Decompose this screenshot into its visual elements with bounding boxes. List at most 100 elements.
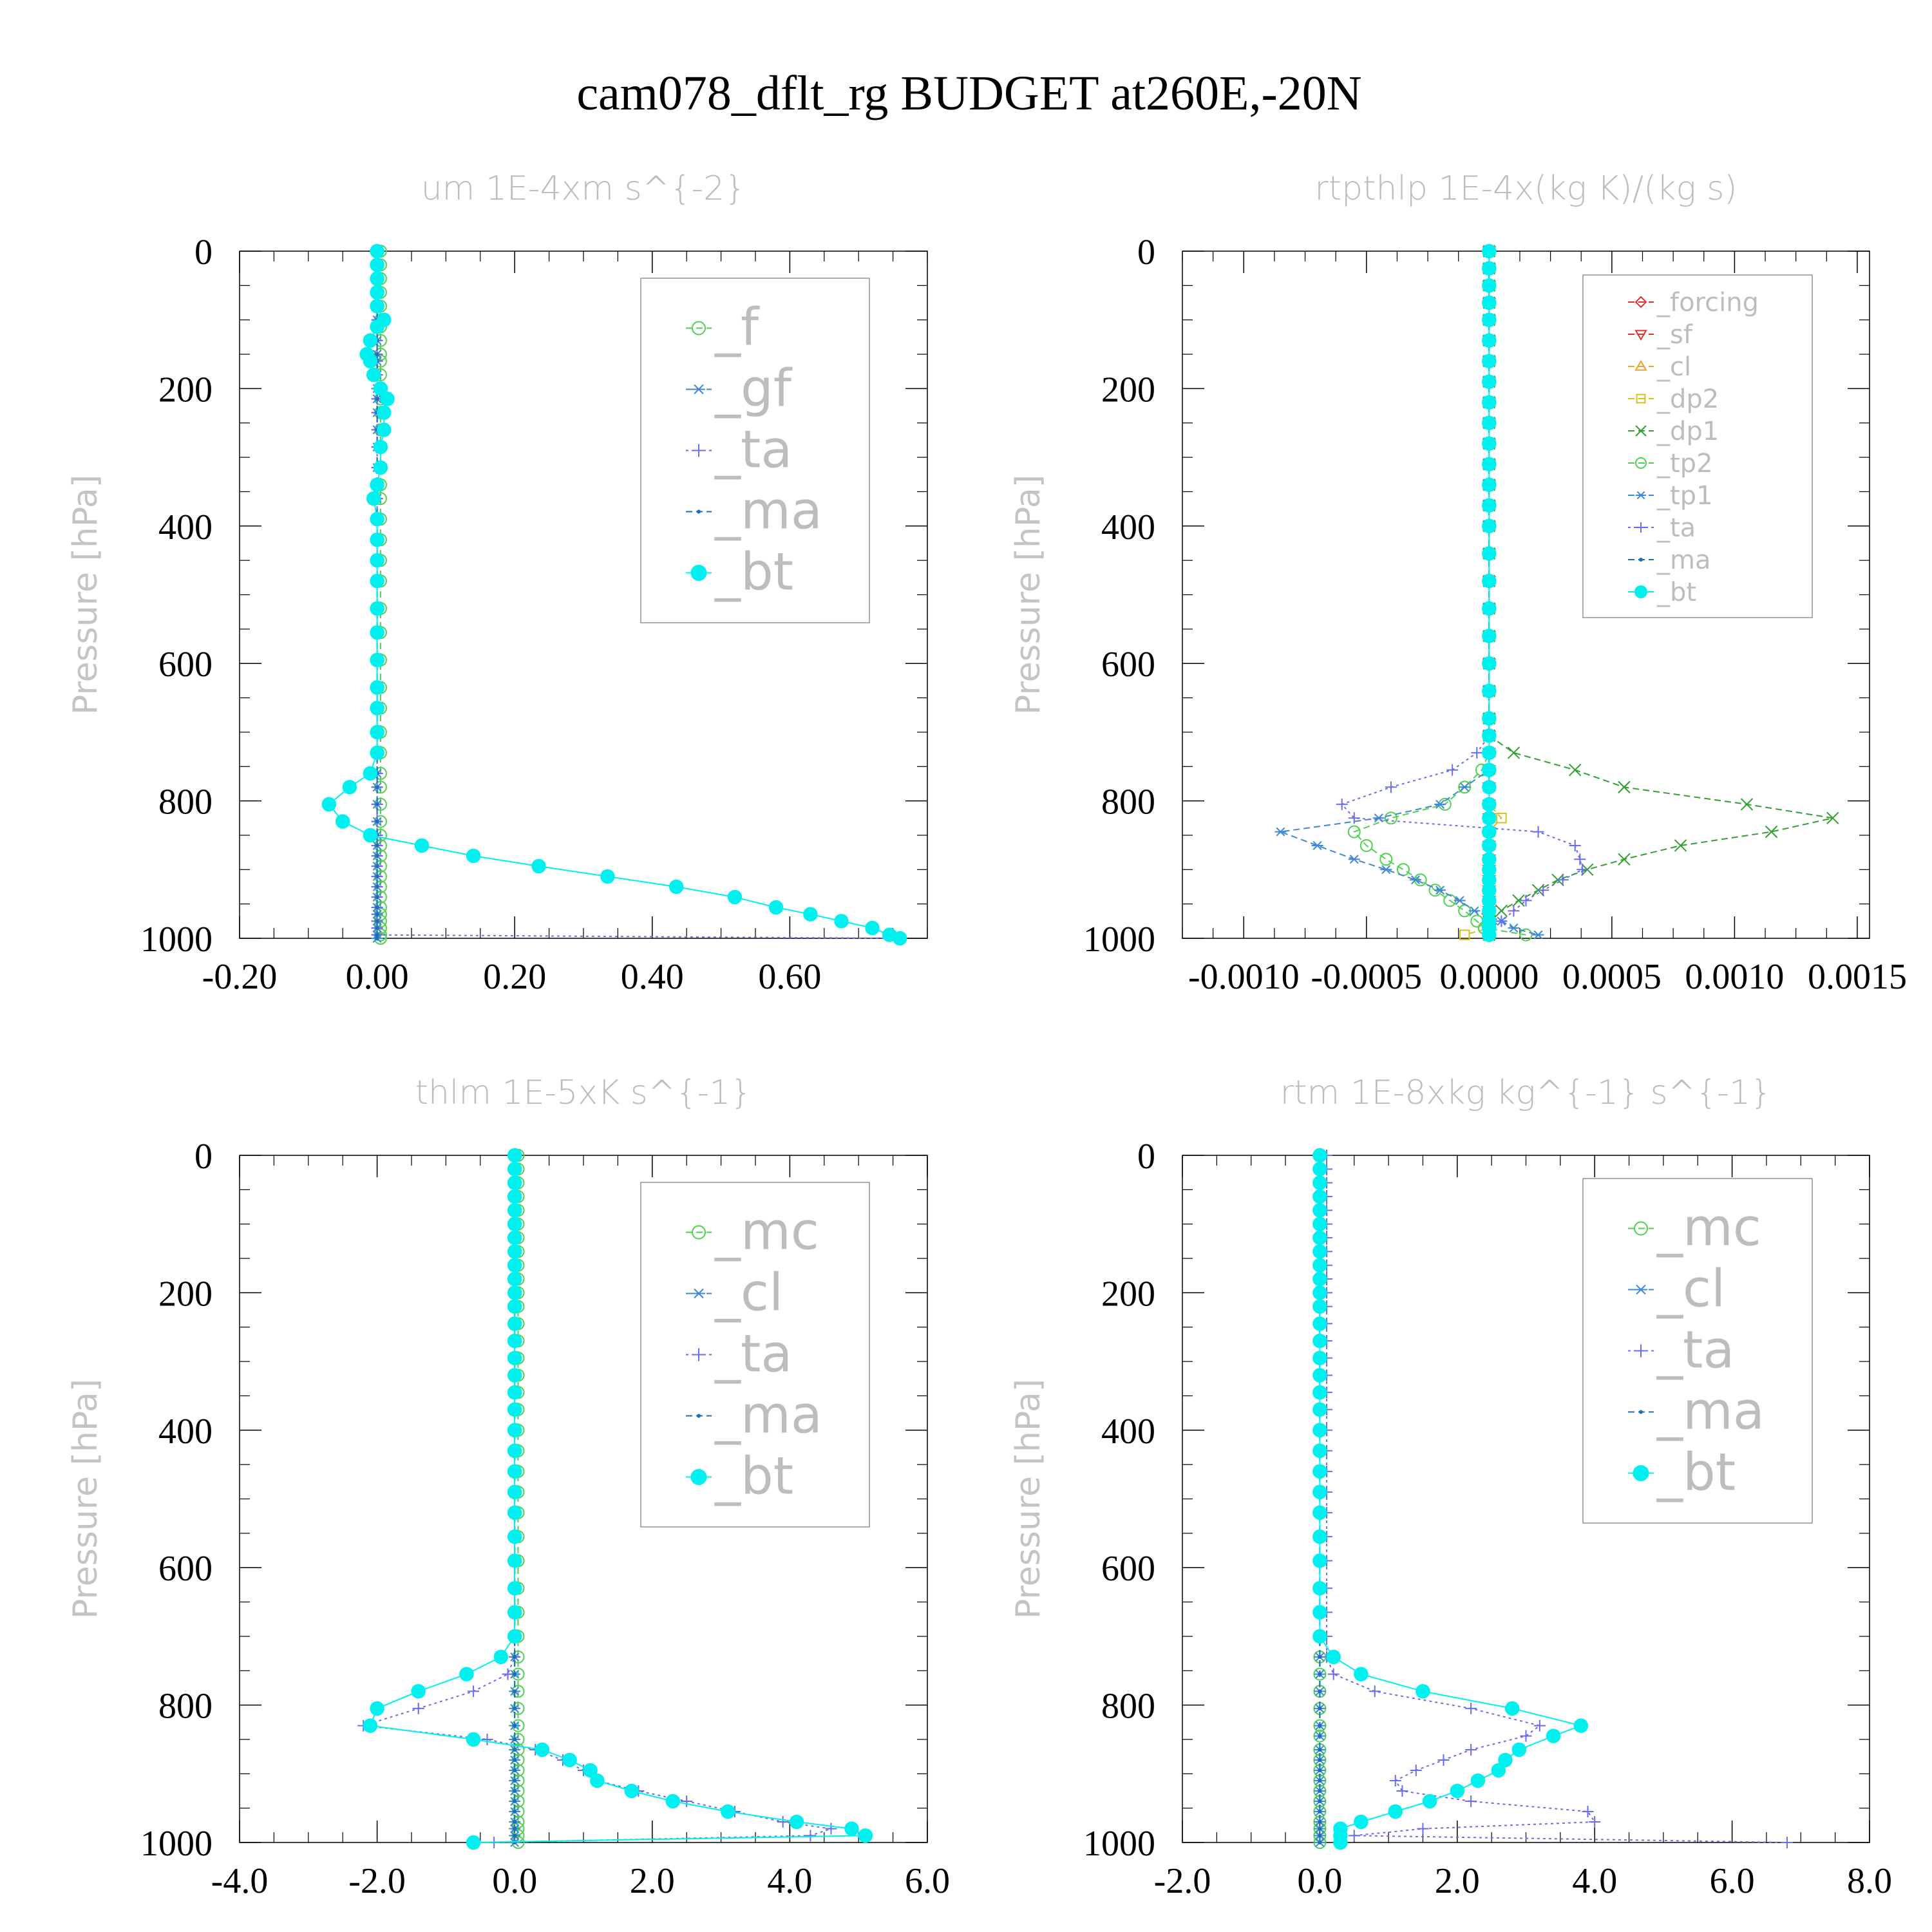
data-point xyxy=(1482,883,1497,898)
data-point xyxy=(1740,798,1754,811)
data-point xyxy=(893,931,907,946)
data-point xyxy=(1274,827,1287,837)
data-point xyxy=(412,1702,424,1714)
y-tick-label: 0 xyxy=(1137,1137,1155,1177)
data-point xyxy=(370,271,384,286)
y-tick-label: 1000 xyxy=(1083,920,1155,960)
legend-swatch-marker xyxy=(697,509,701,514)
data-point xyxy=(1336,798,1348,810)
data-point xyxy=(1312,1402,1327,1417)
data-point xyxy=(507,1484,522,1500)
data-point xyxy=(1482,745,1497,761)
data-point xyxy=(1482,862,1497,877)
data-point xyxy=(834,914,849,929)
data-point xyxy=(507,1505,522,1520)
data-point xyxy=(411,1684,426,1699)
data-point xyxy=(1459,782,1471,792)
y-axis-label: Pressure [hPa] xyxy=(1009,475,1048,715)
data-point xyxy=(1318,1788,1322,1793)
data-point xyxy=(1482,457,1497,472)
data-point xyxy=(375,895,379,899)
data-point xyxy=(1482,518,1497,534)
data-point xyxy=(513,1809,517,1814)
data-point xyxy=(1318,1723,1322,1728)
data-point xyxy=(1318,1768,1322,1772)
y-tick-label: 200 xyxy=(158,370,213,410)
data-point xyxy=(375,933,379,937)
legend-box xyxy=(1582,1178,1813,1524)
data-point xyxy=(507,1605,522,1620)
data-point xyxy=(1482,873,1497,887)
data-point xyxy=(1557,874,1569,886)
data-point xyxy=(1410,1764,1422,1776)
data-point xyxy=(858,1828,873,1843)
data-point xyxy=(1512,894,1525,907)
data-point xyxy=(1359,838,1373,852)
y-tick-label: 200 xyxy=(1101,1274,1155,1314)
data-point xyxy=(466,1835,481,1850)
data-point xyxy=(1454,896,1466,905)
legend-swatch-marker xyxy=(1634,1284,1647,1295)
legend-swatch-marker xyxy=(692,1288,705,1299)
data-point xyxy=(1348,855,1360,864)
data-point xyxy=(507,1244,522,1259)
data-point xyxy=(1312,1189,1327,1204)
data-point xyxy=(363,354,378,368)
x-tick-label: -0.20 xyxy=(202,957,278,997)
y-tick-label: 800 xyxy=(1101,1687,1155,1727)
data-point xyxy=(370,680,384,695)
data-point xyxy=(1482,261,1497,276)
data-point xyxy=(1569,839,1581,851)
data-point xyxy=(1508,905,1520,917)
legend-swatch-marker xyxy=(692,321,706,336)
legend-label: _ta xyxy=(1656,1320,1734,1380)
legend-box xyxy=(640,278,870,623)
data-point xyxy=(513,1757,517,1762)
legend-swatch-marker xyxy=(690,565,707,581)
legend-swatch-marker xyxy=(1634,585,1647,598)
x-tick-label: -2.0 xyxy=(1154,1861,1211,1901)
series-group xyxy=(1312,1148,1793,1850)
data-point xyxy=(370,243,384,259)
legend-label: _bt xyxy=(714,1446,793,1506)
data-point xyxy=(1318,1672,1322,1676)
data-point xyxy=(370,553,384,568)
data-point xyxy=(1416,1684,1430,1699)
data-point xyxy=(507,1189,522,1204)
data-point xyxy=(1312,1484,1327,1500)
data-point xyxy=(1482,811,1497,826)
data-point xyxy=(1318,1826,1322,1831)
legend-swatch-marker xyxy=(1634,1221,1648,1236)
panel-title: thlm 1E-5xK s^{-1} xyxy=(415,1074,752,1112)
data-point xyxy=(1312,1148,1327,1163)
data-point xyxy=(370,652,384,668)
data-point xyxy=(1327,1668,1340,1680)
data-point xyxy=(507,1162,522,1177)
data-point xyxy=(370,532,384,547)
y-tick-label: 600 xyxy=(158,645,213,685)
data-point xyxy=(370,319,384,334)
legend-label: _dp2 xyxy=(1656,384,1719,414)
data-point xyxy=(466,848,481,864)
data-point xyxy=(507,1148,522,1163)
data-point xyxy=(600,869,615,884)
data-point xyxy=(1482,354,1497,368)
legend-swatch-marker xyxy=(1635,457,1647,469)
legend-label: _gf xyxy=(714,359,793,419)
data-point xyxy=(1482,333,1497,348)
series-line xyxy=(1280,251,1539,936)
data-point xyxy=(1508,923,1520,933)
data-point xyxy=(1482,797,1497,812)
data-point xyxy=(535,1742,550,1757)
data-point xyxy=(507,1285,522,1300)
legend-swatch-marker xyxy=(1634,1344,1647,1358)
data-point xyxy=(513,1833,517,1838)
data-point xyxy=(1482,824,1497,839)
data-point xyxy=(665,1794,681,1809)
data-point xyxy=(375,853,379,858)
data-point xyxy=(1482,243,1497,259)
data-point xyxy=(1507,746,1520,759)
data-point xyxy=(1495,904,1508,918)
figure-title: cam078_dflt_rg BUDGET at260E,-20N xyxy=(576,66,1361,120)
